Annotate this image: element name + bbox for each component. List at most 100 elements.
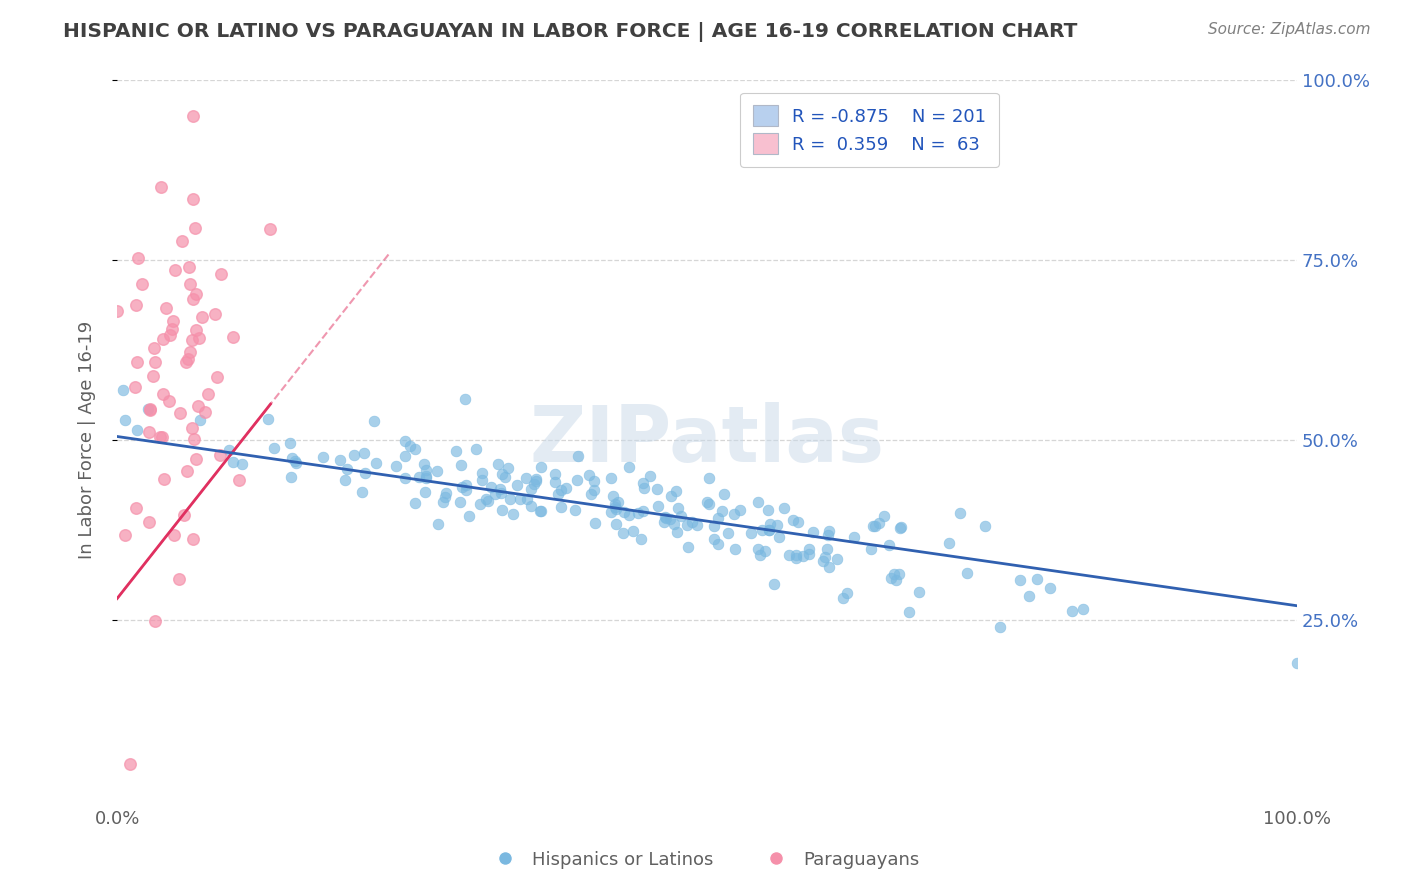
Point <box>550 483 572 497</box>
Point <box>797 547 820 561</box>
Point <box>488 483 510 497</box>
Point <box>696 495 718 509</box>
Point <box>131 277 153 292</box>
Point <box>449 495 471 509</box>
Y-axis label: In Labor Force | Age 16-19: In Labor Force | Age 16-19 <box>79 321 96 559</box>
Point <box>352 484 374 499</box>
Point <box>872 509 894 524</box>
Point <box>658 512 681 526</box>
Point <box>529 459 551 474</box>
Point <box>621 524 644 538</box>
Point <box>169 572 191 586</box>
Point <box>124 298 146 312</box>
Point <box>877 538 900 552</box>
Point <box>868 516 890 530</box>
Point <box>666 525 689 540</box>
Point <box>486 457 509 471</box>
Point <box>415 469 437 483</box>
Point <box>474 491 496 506</box>
Point <box>842 530 865 544</box>
Point <box>859 542 882 557</box>
Point <box>385 458 408 473</box>
Point <box>183 532 205 546</box>
Point <box>444 444 467 458</box>
Point <box>143 615 166 629</box>
Point <box>666 501 689 516</box>
Point <box>671 508 693 523</box>
Point <box>256 412 278 426</box>
Point <box>152 332 174 346</box>
Point <box>831 591 853 606</box>
Point <box>655 510 678 524</box>
Point <box>159 328 181 343</box>
Point <box>547 486 569 500</box>
Point <box>484 487 506 501</box>
Point <box>529 504 551 518</box>
Point <box>578 467 600 482</box>
Point <box>652 516 675 530</box>
Point <box>883 566 905 581</box>
Point <box>404 442 426 457</box>
Point <box>524 474 547 488</box>
Point <box>605 516 627 531</box>
Point <box>778 548 800 562</box>
Point <box>174 354 197 368</box>
Point <box>676 540 699 554</box>
Point <box>633 481 655 495</box>
Point <box>176 464 198 478</box>
Point <box>751 523 773 537</box>
Point <box>759 516 782 531</box>
Point <box>139 401 162 416</box>
Point <box>988 620 1011 634</box>
Point <box>499 491 522 506</box>
Legend: R = -0.875    N = 201, R =  0.359    N =  63: R = -0.875 N = 201, R = 0.359 N = 63 <box>740 93 998 167</box>
Point <box>139 402 162 417</box>
Point <box>1025 572 1047 586</box>
Point <box>191 310 214 324</box>
Point <box>817 528 839 542</box>
Point <box>153 472 176 486</box>
Point <box>516 492 538 507</box>
Point <box>654 510 676 524</box>
Point <box>177 351 200 366</box>
Point <box>613 505 636 519</box>
Point <box>169 406 191 420</box>
Point <box>1018 589 1040 603</box>
Point <box>890 520 912 534</box>
Point <box>450 480 472 494</box>
Point <box>456 483 478 497</box>
Point <box>263 441 285 455</box>
Point <box>676 518 699 533</box>
Text: HISPANIC OR LATINO VS PARAGUAYAN IN LABOR FORCE | AGE 16-19 CORRELATION CHART: HISPANIC OR LATINO VS PARAGUAYAN IN LABO… <box>63 22 1077 42</box>
Legend: Hispanics or Latinos, Paraguayans: Hispanics or Latinos, Paraguayans <box>479 844 927 876</box>
Point <box>181 293 204 307</box>
Point <box>394 434 416 449</box>
Point <box>520 482 543 496</box>
Point <box>280 470 302 484</box>
Point <box>434 485 457 500</box>
Point <box>333 473 356 487</box>
Point <box>491 467 513 482</box>
Point <box>125 354 148 368</box>
Point <box>884 573 907 587</box>
Point <box>285 456 308 470</box>
Point <box>723 507 745 521</box>
Point <box>408 469 430 483</box>
Point <box>228 473 250 487</box>
Point <box>150 430 173 444</box>
Point <box>617 460 640 475</box>
Point <box>612 525 634 540</box>
Point <box>477 494 499 508</box>
Point <box>188 331 211 345</box>
Point <box>120 757 142 772</box>
Point <box>880 571 903 585</box>
Point <box>149 180 172 194</box>
Point <box>711 504 734 518</box>
Point <box>627 506 650 520</box>
Point <box>427 516 450 531</box>
Point <box>740 526 762 541</box>
Point <box>863 519 886 533</box>
Point <box>607 495 630 509</box>
Point <box>686 518 709 533</box>
Point <box>1039 581 1062 595</box>
